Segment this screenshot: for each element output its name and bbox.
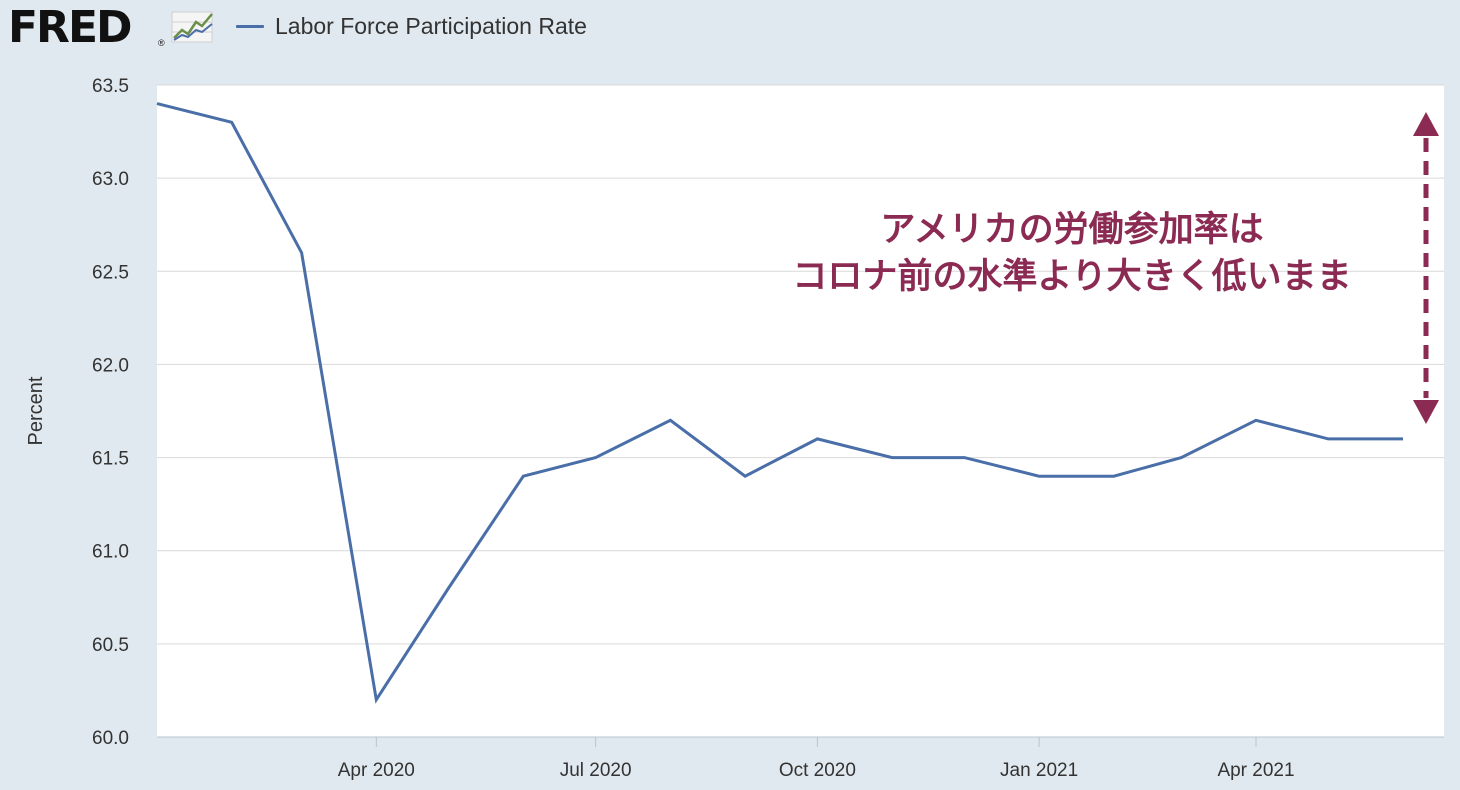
data-point[interactable]	[1175, 452, 1187, 464]
plot-area	[157, 85, 1444, 737]
legend-swatch	[236, 24, 264, 28]
data-point[interactable]	[958, 452, 970, 464]
x-tick-label: Oct 2020	[779, 760, 856, 781]
series-line[interactable]	[156, 102, 1403, 704]
fred-line-chart-icon	[171, 11, 213, 43]
annotation-line-1: アメリカの労働参加率は	[880, 210, 1263, 250]
data-point[interactable]	[151, 98, 163, 110]
chart-header: FRED ® Labor Force Participation Rate	[0, 0, 1460, 56]
data-point[interactable]	[226, 116, 238, 128]
x-tick-label: Jul 2020	[560, 760, 632, 781]
annotation: アメリカの労働参加率は コロナ前の水準より大きく低いまま	[792, 112, 1439, 424]
data-point[interactable]	[1033, 470, 1045, 482]
legend-label: Labor Force Participation Rate	[275, 12, 587, 39]
x-tick-label: Jan 2021	[1000, 760, 1078, 781]
data-point[interactable]	[1397, 433, 1409, 445]
x-tick-label: Apr 2021	[1217, 760, 1294, 781]
arrow-head-up	[1413, 112, 1439, 136]
data-point[interactable]	[664, 414, 676, 426]
data-point[interactable]	[1322, 433, 1334, 445]
x-tick-label: Apr 2020	[338, 760, 415, 781]
arrow-head-down	[1413, 400, 1439, 424]
data-point[interactable]	[886, 452, 898, 464]
annotation-line-2: コロナ前の水準より大きく低いまま	[792, 257, 1351, 297]
y-tick-label: 62.0	[92, 355, 129, 376]
y-tick-label: 60.5	[92, 635, 129, 656]
fred-logo-registered: ®	[158, 38, 165, 48]
data-point[interactable]	[1250, 414, 1262, 426]
y-tick-label: 61.5	[92, 449, 129, 470]
y-axis-title: Percent	[25, 376, 47, 445]
fred-logo[interactable]: FRED	[8, 2, 133, 53]
double-headed-arrow-icon	[1413, 112, 1439, 424]
y-tick-label: 63.0	[92, 169, 129, 190]
data-point[interactable]	[590, 452, 602, 464]
data-point[interactable]	[517, 470, 529, 482]
data-point[interactable]	[739, 470, 751, 482]
y-tick-label: 60.0	[92, 728, 129, 749]
y-tick-label: 61.0	[92, 542, 129, 563]
y-tick-label: 62.5	[92, 262, 129, 283]
data-point[interactable]	[1108, 470, 1120, 482]
data-point[interactable]	[443, 582, 455, 594]
data-point[interactable]	[370, 694, 382, 706]
data-point[interactable]	[811, 433, 823, 445]
legend-item[interactable]: Labor Force Participation Rate	[236, 10, 587, 42]
data-point[interactable]	[296, 247, 308, 259]
y-tick-label: 63.5	[92, 76, 129, 97]
